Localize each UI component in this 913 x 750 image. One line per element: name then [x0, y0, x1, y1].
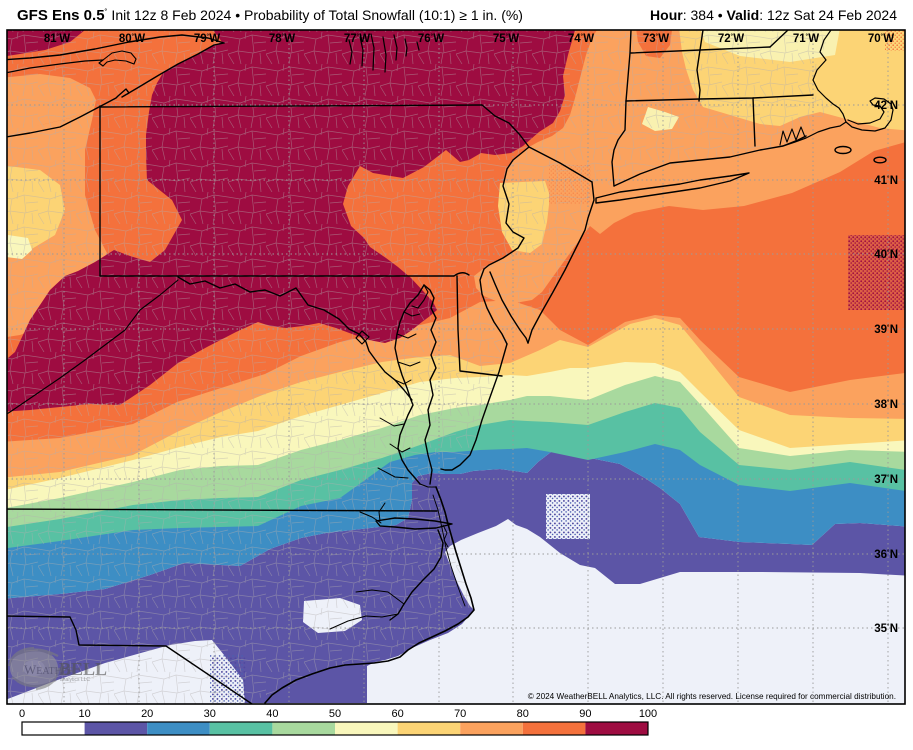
svg-text:BELL: BELL: [59, 659, 107, 679]
svg-text:40˚N: 40˚N: [874, 249, 898, 261]
svg-text:GFS Ens 0.5˚ Init 12z 8 Feb 20: GFS Ens 0.5˚ Init 12z 8 Feb 2024 • Proba…: [17, 7, 523, 24]
svg-text:42˚N: 42˚N: [874, 100, 898, 112]
svg-text:© 2024 WeatherBELL Analytics,: © 2024 WeatherBELL Analytics, LLC. All r…: [528, 692, 896, 701]
svg-text:10: 10: [78, 708, 90, 720]
svg-text:76˚W: 76˚W: [418, 33, 444, 45]
svg-text:41˚N: 41˚N: [874, 175, 898, 187]
svg-text:37˚N: 37˚N: [874, 474, 898, 486]
svg-text:30: 30: [204, 708, 216, 720]
svg-text:100: 100: [639, 708, 657, 720]
svg-text:39˚N: 39˚N: [874, 324, 898, 336]
svg-text:80˚W: 80˚W: [119, 33, 145, 45]
svg-text:72˚W: 72˚W: [718, 33, 744, 45]
svg-text:0: 0: [19, 708, 25, 720]
svg-text:WEATHER: WEATHER: [24, 662, 75, 677]
svg-text:70: 70: [454, 708, 466, 720]
svg-text:Hour: 384 • Valid: 12z Sat 24: Hour: 384 • Valid: 12z Sat 24 Feb 2024: [650, 7, 897, 23]
svg-text:75˚W: 75˚W: [493, 33, 519, 45]
svg-text:79˚W: 79˚W: [194, 33, 220, 45]
svg-text:35˚N: 35˚N: [874, 623, 898, 635]
svg-text:38˚N: 38˚N: [874, 399, 898, 411]
svg-text:80: 80: [517, 708, 529, 720]
svg-text:70˚W: 70˚W: [868, 33, 894, 45]
svg-text:analytics LLC: analytics LLC: [60, 677, 90, 683]
svg-text:81˚W: 81˚W: [44, 33, 70, 45]
svg-text:77˚W: 77˚W: [344, 33, 370, 45]
svg-text:60: 60: [391, 708, 403, 720]
svg-text:90: 90: [579, 708, 591, 720]
svg-text:74˚W: 74˚W: [568, 33, 594, 45]
svg-text:40: 40: [266, 708, 278, 720]
svg-text:78˚W: 78˚W: [269, 33, 295, 45]
svg-text:71˚W: 71˚W: [793, 33, 819, 45]
svg-text:36˚N: 36˚N: [874, 549, 898, 561]
svg-text:73˚W: 73˚W: [643, 33, 669, 45]
svg-text:50: 50: [329, 708, 341, 720]
svg-text:20: 20: [141, 708, 153, 720]
